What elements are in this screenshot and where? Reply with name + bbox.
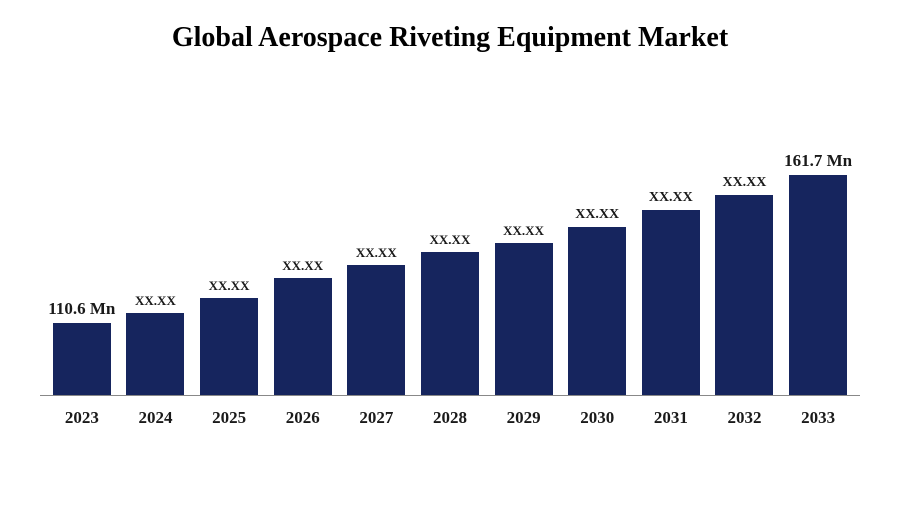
bar-value-label: XX.XX: [575, 207, 619, 223]
bar: [789, 175, 847, 395]
x-axis-label: 2030: [563, 408, 631, 428]
bar-value-label: XX.XX: [135, 293, 176, 309]
bar-value-label: XX.XX: [649, 190, 693, 206]
x-axis-label: 2031: [637, 408, 705, 428]
bar-wrapper: 110.6 Mn: [48, 299, 116, 395]
bar: [347, 265, 405, 395]
x-axis-label: 2028: [416, 408, 484, 428]
bar-value-label: XX.XX: [209, 278, 250, 294]
chart-title: Global Aerospace Riveting Equipment Mark…: [40, 20, 860, 56]
bar-wrapper: XX.XX: [710, 175, 778, 395]
bar-wrapper: XX.XX: [342, 245, 410, 395]
bar-value-label: XX.XX: [430, 232, 471, 248]
bar: [274, 278, 332, 395]
bar-value-label: XX.XX: [282, 258, 323, 274]
x-axis-label: 2025: [195, 408, 263, 428]
bar-value-label: XX.XX: [356, 245, 397, 261]
bar-value-label: 110.6 Mn: [48, 299, 115, 319]
x-axis-label: 2027: [342, 408, 410, 428]
bar-value-label: 161.7 Mn: [784, 151, 852, 171]
bar: [421, 252, 479, 395]
bar-wrapper: XX.XX: [416, 232, 484, 395]
bar: [53, 323, 111, 395]
bar-wrapper: XX.XX: [490, 223, 558, 395]
bar-wrapper: 161.7 Mn: [784, 151, 852, 395]
bar: [126, 313, 184, 395]
bar-wrapper: XX.XX: [195, 278, 263, 395]
bar-wrapper: XX.XX: [121, 293, 189, 395]
x-axis: 20232024 2025 20262027 2028 20292030 20312032…: [40, 408, 860, 428]
bar: [200, 298, 258, 395]
bar: [642, 210, 700, 395]
bar-value-label: XX.XX: [503, 223, 544, 239]
x-axis-label: 2033: [784, 408, 852, 428]
bar-wrapper: XX.XX: [563, 207, 631, 395]
x-axis-label: 2023: [48, 408, 116, 428]
x-axis-label: 2024: [121, 408, 189, 428]
bar-wrapper: XX.XX: [269, 258, 337, 395]
x-axis-label: 2032: [710, 408, 778, 428]
bar: [495, 243, 553, 395]
x-axis-label: 2026: [269, 408, 337, 428]
x-axis-label: 2029: [490, 408, 558, 428]
bar: [715, 195, 773, 395]
chart-area: 110.6 Mn XX.XX XX.XX XX.XX XX.XX XX.XX XX.XX XX…: [40, 96, 860, 436]
bar: [568, 227, 626, 395]
bar-value-label: XX.XX: [722, 175, 766, 191]
bars-container: 110.6 Mn XX.XX XX.XX XX.XX XX.XX XX.XX XX.XX XX…: [40, 96, 860, 396]
bar-wrapper: XX.XX: [637, 190, 705, 395]
